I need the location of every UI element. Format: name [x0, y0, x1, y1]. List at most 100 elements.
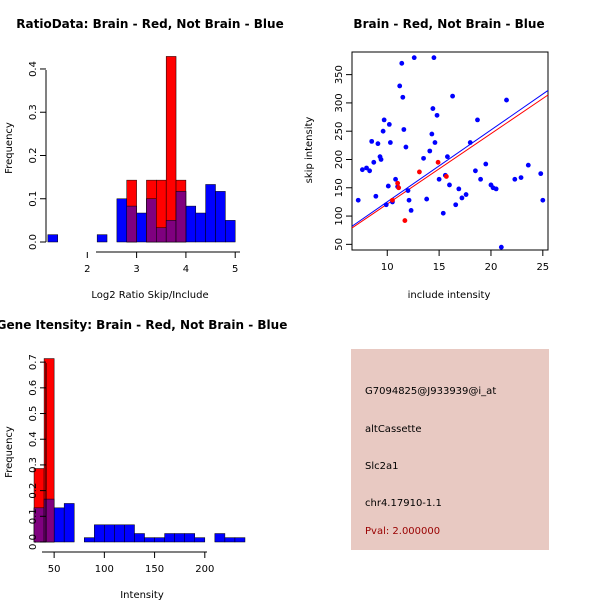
- point-not-brain-15: [387, 140, 393, 145]
- bar-not-brain-9: [185, 205, 197, 243]
- point-not-brain-48: [475, 117, 480, 123]
- intensity-x-label: Intensity: [120, 590, 164, 600]
- bar-not-brain-13: [225, 220, 236, 243]
- point-not-brain-34: [432, 140, 438, 145]
- bar-not-brain-7: [114, 524, 125, 543]
- y-tick-label-4: 0.4: [28, 431, 39, 447]
- point-not-brain-40: [447, 182, 452, 188]
- point-not-brain-10: [380, 128, 386, 134]
- x-tick-label-3: 5: [232, 264, 238, 275]
- bar-overlap-3: [165, 220, 177, 243]
- point-brain-1: [395, 180, 401, 186]
- y-tick-label-0: 50: [334, 238, 345, 251]
- bar-not-brain-13: [174, 533, 185, 543]
- point-not-brain-49: [478, 176, 483, 182]
- point-brain-0: [390, 197, 395, 203]
- bar-overlap-1: [146, 198, 157, 243]
- bar-not-brain-4: [136, 212, 147, 243]
- point-not-brain-1: [359, 167, 365, 173]
- scatter-points-group: [355, 55, 546, 250]
- scatter-x-label: include intensity: [408, 290, 491, 300]
- x-tick-label-2: 4: [183, 264, 189, 275]
- ratio-y-ticks: 0.0 0.1 0.2 0.3 0.4: [28, 61, 46, 250]
- y-tick-label-6: 350: [334, 65, 345, 84]
- point-not-brain-22: [401, 127, 407, 132]
- y-tick-label-6: 0.6: [28, 380, 39, 396]
- pval-text: Pval: 2.000000: [365, 526, 441, 537]
- point-not-brain-43: [456, 186, 462, 192]
- intensity-chart-title: Gene Itensity: Brain - Red, Not Brain - …: [0, 318, 287, 332]
- y-tick-label-1: 0.1: [28, 191, 39, 207]
- bar-not-brain-1: [96, 234, 108, 243]
- bar-not-brain-15: [194, 537, 206, 543]
- point-not-brain-41: [450, 93, 455, 99]
- bar-not-brain-0: [47, 234, 58, 243]
- bar-not-brain-2: [53, 507, 65, 543]
- bar-not-brain-11: [205, 184, 216, 243]
- y-tick-label-3: 0.3: [28, 104, 39, 120]
- bar-brain-3: [165, 56, 177, 243]
- point-not-brain-31: [429, 131, 435, 137]
- y-tick-label-5: 300: [334, 93, 345, 112]
- point-not-brain-7: [375, 141, 381, 147]
- y-tick-label-3: 0.3: [28, 457, 39, 473]
- intensity-y-label: Frequency: [4, 426, 15, 478]
- bar-not-brain-10: [144, 537, 155, 543]
- point-brain-3: [402, 218, 408, 223]
- scatter-chart-title: Brain - Red, Not Brain - Blue: [353, 17, 544, 31]
- bar-overlap-1: [43, 498, 55, 543]
- point-not-brain-25: [406, 197, 412, 203]
- point-not-brain-56: [512, 176, 518, 182]
- point-not-brain-54: [498, 244, 504, 250]
- y-tick-label-7: 0.7: [28, 354, 39, 370]
- y-tick-label-1: 0.1: [28, 508, 39, 524]
- chromosome-location-text: chr4.17910-1.1: [365, 498, 442, 509]
- point-not-brain-14: [386, 122, 392, 127]
- point-not-brain-59: [538, 171, 544, 177]
- point-not-brain-47: [473, 168, 478, 174]
- x-tick-label-0: 2: [84, 264, 90, 275]
- scatter-y-label: skip intensity: [304, 117, 315, 184]
- bar-overlap-2: [156, 227, 167, 243]
- bar-not-brain-8: [124, 524, 135, 543]
- point-not-brain-44: [459, 195, 465, 201]
- intensity-bars-group: [33, 358, 246, 543]
- point-not-brain-5: [371, 159, 377, 165]
- ratio-histogram-chart: RatioData: Brain - Red, Not Brain - Blue…: [4, 17, 284, 300]
- point-brain-6: [443, 174, 449, 179]
- y-tick-label-4: 0.4: [28, 61, 39, 77]
- point-not-brain-17: [393, 176, 398, 182]
- gene-symbol-text: Slc2a1: [365, 461, 399, 472]
- point-not-brain-36: [436, 176, 442, 182]
- point-not-brain-0: [355, 197, 361, 203]
- point-not-brain-4: [369, 138, 375, 144]
- ratio-x-ticks: 2 3 4 5: [84, 252, 238, 275]
- x-tick-label-2: 150: [145, 564, 164, 575]
- point-not-brain-46: [467, 140, 473, 145]
- point-not-brain-30: [427, 148, 433, 154]
- x-tick-label-2: 20: [485, 262, 498, 273]
- bar-not-brain-11: [154, 537, 165, 543]
- y-tick-label-0: 0.0: [28, 534, 39, 550]
- point-not-brain-13: [385, 183, 391, 189]
- gene-info-panel: G7094825@J933939@i_at altCassette Slc2a1…: [351, 349, 549, 550]
- scatter-x-ticks: 10 15 20 25: [381, 250, 549, 273]
- point-not-brain-24: [405, 188, 411, 194]
- point-not-brain-20: [399, 60, 405, 66]
- bar-not-brain-18: [234, 537, 246, 543]
- point-not-brain-27: [411, 55, 417, 61]
- x-tick-label-1: 100: [95, 564, 114, 575]
- scatter-plot-frame: [352, 52, 600, 250]
- intensity-y-ticks: 0.0 0.1 0.2 0.3 0.4 0.5 0.6 0.7: [28, 354, 46, 550]
- point-not-brain-12: [383, 202, 389, 208]
- bar-not-brain-2: [116, 198, 127, 243]
- bar-overlap-4: [175, 191, 187, 243]
- point-not-brain-50: [483, 161, 489, 167]
- point-not-brain-57: [518, 175, 524, 180]
- point-not-brain-23: [403, 144, 409, 150]
- bar-not-brain-17: [224, 537, 236, 543]
- x-tick-label-1: 3: [133, 264, 139, 275]
- point-not-brain-26: [408, 208, 414, 213]
- scatter-chart: Brain - Red, Not Brain - Blue 10 15 20 25 5…: [304, 17, 600, 300]
- bar-not-brain-6: [104, 524, 115, 543]
